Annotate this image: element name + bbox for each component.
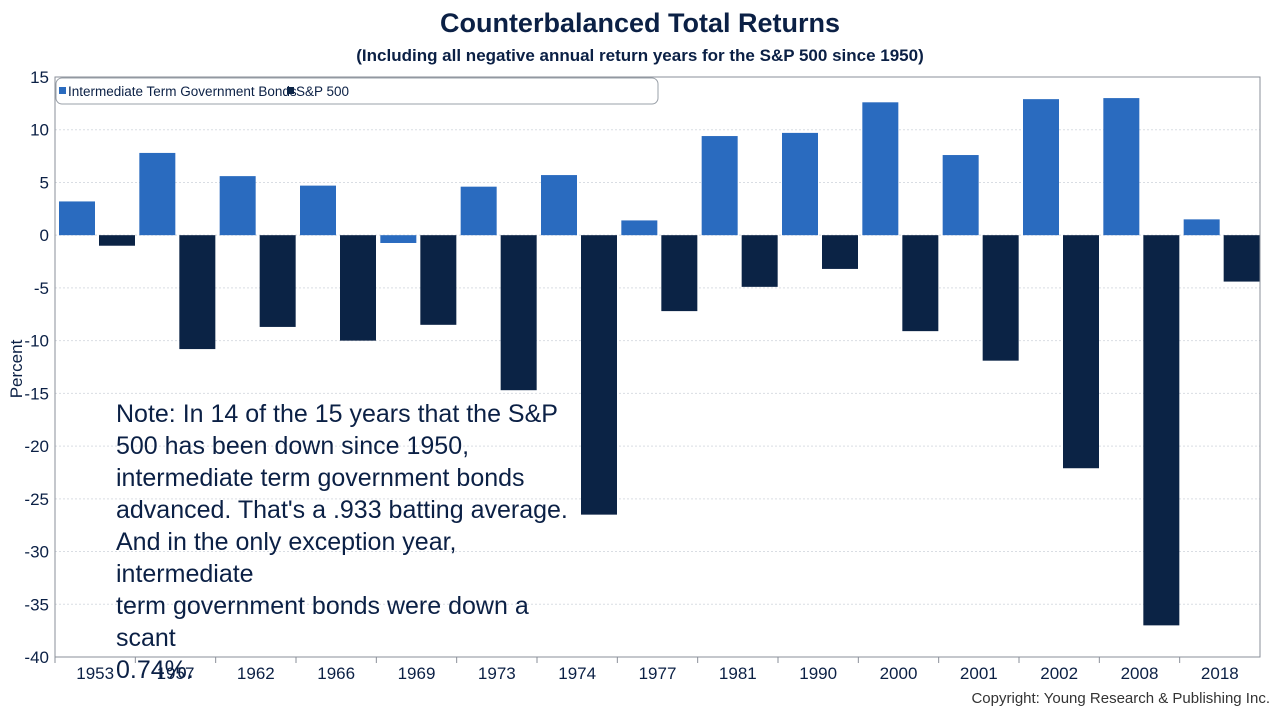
copyright-text: Copyright: Young Research & Publishing I… <box>971 690 1270 707</box>
x-tick-label: 2000 <box>880 664 918 683</box>
y-tick-label: -25 <box>24 490 49 509</box>
x-tick-label: 2008 <box>1121 664 1159 683</box>
x-tick-label: 1977 <box>639 664 677 683</box>
x-tick-label: 1962 <box>237 664 275 683</box>
y-tick-label: -10 <box>24 332 49 351</box>
x-tick-label: 1990 <box>799 664 837 683</box>
y-tick-label: -30 <box>24 543 49 562</box>
bar-bonds-2008 <box>1103 98 1140 236</box>
chart-subtitle: (Including all negative annual return ye… <box>356 46 924 65</box>
legend: Intermediate Term Government Bonds S&P 5… <box>55 77 659 105</box>
bar-bonds-1974 <box>541 175 577 236</box>
legend-box <box>55 77 659 105</box>
bar-sp500-2008 <box>1143 235 1180 626</box>
y-tick-label: -35 <box>24 595 49 614</box>
bars <box>59 98 1260 626</box>
bar-bonds-2018 <box>1183 219 1220 236</box>
bar-sp500-2000 <box>902 235 939 332</box>
bar-bonds-1981 <box>701 136 738 236</box>
x-tick-label: 1957 <box>157 664 195 683</box>
bar-sp500-2002 <box>1063 235 1099 469</box>
x-tick-labels: 1953 1957 1962 1966 1969 1973 1974 1977 1981 1990… <box>54 657 1239 683</box>
y-tick-label: -20 <box>24 437 49 456</box>
y-tick-label: 15 <box>30 68 49 87</box>
x-tick-label: 2001 <box>960 664 998 683</box>
bar-sp500-1973 <box>500 235 537 391</box>
y-tick-labels: 15 10 5 0 -5 -10 -15 -20 -25 -30 -35 -40 <box>24 68 49 667</box>
bar-sp500-1977 <box>661 235 698 312</box>
bar-sp500-1953 <box>99 235 135 246</box>
x-tick-label: 1969 <box>398 664 436 683</box>
bar-bonds-1969 <box>380 235 417 243</box>
bar-sp500-1990 <box>822 235 858 269</box>
bar-bonds-1966 <box>300 185 336 236</box>
legend-swatch-sp500 <box>287 87 294 94</box>
x-tick-label: 1981 <box>719 664 757 683</box>
bar-bonds-1962 <box>219 176 256 236</box>
y-tick-label: 0 <box>40 226 49 245</box>
bar-sp500-2018 <box>1223 235 1260 282</box>
chart-title: Counterbalanced Total Returns <box>439 8 841 38</box>
y-tick-label: -5 <box>34 279 49 298</box>
x-tick-label: 2018 <box>1201 664 1239 683</box>
y-tick-label: 10 <box>30 121 49 140</box>
bar-bonds-1957 <box>139 152 176 236</box>
legend-swatch-bonds <box>59 87 66 94</box>
bar-sp500-1957 <box>179 235 216 350</box>
x-tick-label: 1953 <box>76 664 114 683</box>
bar-sp500-1981 <box>741 235 778 287</box>
plot-frame <box>54 76 1261 658</box>
y-tick-label: -40 <box>24 648 49 667</box>
bar-bonds-1990 <box>782 132 818 236</box>
bar-bonds-2002 <box>1023 99 1059 236</box>
bar-bonds-2000 <box>862 102 899 236</box>
bar-bonds-1953 <box>59 201 95 236</box>
bar-bonds-1973 <box>460 186 497 236</box>
legend-label-bonds: Intermediate Term Government Bonds <box>68 84 297 99</box>
bar-bonds-2001 <box>942 155 979 236</box>
y-tick-label: 5 <box>40 173 49 192</box>
y-axis-label: Percent <box>7 339 26 398</box>
legend-label-sp500: S&P 500 <box>296 84 349 99</box>
bar-sp500-2001 <box>982 235 1019 361</box>
x-tick-label: 1974 <box>558 664 596 683</box>
annotation-note: Note: In 14 of the 15 years that the S&P… <box>116 400 568 684</box>
x-tick-label: 1973 <box>478 664 516 683</box>
bar-sp500-1962 <box>259 235 296 327</box>
bar-sp500-1974 <box>581 235 617 515</box>
y-tick-label: -15 <box>24 384 49 403</box>
bar-sp500-1966 <box>340 235 376 341</box>
x-tick-label: 2002 <box>1040 664 1078 683</box>
bar-bonds-1977 <box>621 220 658 236</box>
x-tick-label: 1966 <box>317 664 355 683</box>
bar-sp500-1969 <box>420 235 457 325</box>
